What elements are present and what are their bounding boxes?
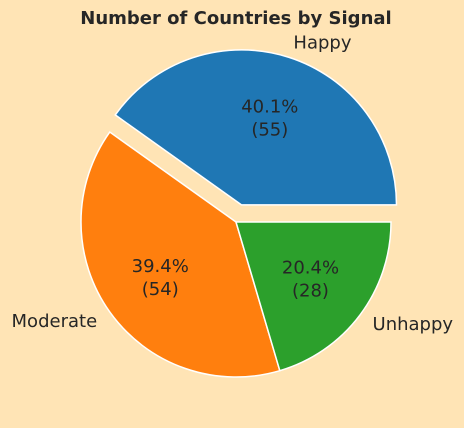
pie-slice-unhappy xyxy=(234,221,392,372)
slice-label-moderate: Moderate xyxy=(12,311,98,332)
pie-slice-happy xyxy=(114,49,398,206)
chart-title: Number of Countries by Signal xyxy=(80,8,391,29)
slice-count-unhappy: (28) xyxy=(292,281,329,302)
slice-count-moderate: (54) xyxy=(142,279,179,300)
slice-count-happy: (55) xyxy=(251,119,288,140)
slice-label-unhappy: Unhappy xyxy=(373,314,454,335)
pie-labels: Happy 40.1%(55) Moderate 39.4%(54) Unhappy 20… xyxy=(12,32,454,335)
slice-label-happy: Happy xyxy=(293,32,351,53)
pie-slices xyxy=(80,49,398,378)
slice-percent-moderate: 39.4% xyxy=(132,256,189,277)
slice-percent-happy: 40.1% xyxy=(241,96,298,117)
slice-percent-unhappy: 20.4% xyxy=(282,258,339,279)
pie-slice-moderate xyxy=(80,131,281,378)
